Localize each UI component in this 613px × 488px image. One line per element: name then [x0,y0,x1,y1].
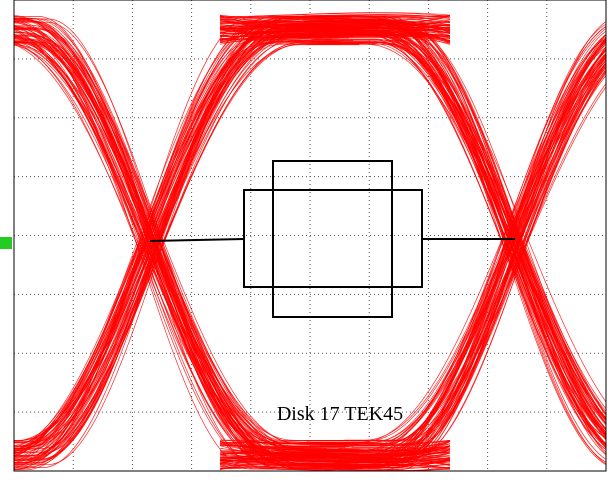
scope-screen: Disk 17 TEK45 [0,0,613,488]
annotation: Disk 17 TEK45 [277,403,403,425]
ground-marker [0,237,12,249]
page: Disk 17 TEK45 (() => { const data = JSON… [0,0,613,488]
